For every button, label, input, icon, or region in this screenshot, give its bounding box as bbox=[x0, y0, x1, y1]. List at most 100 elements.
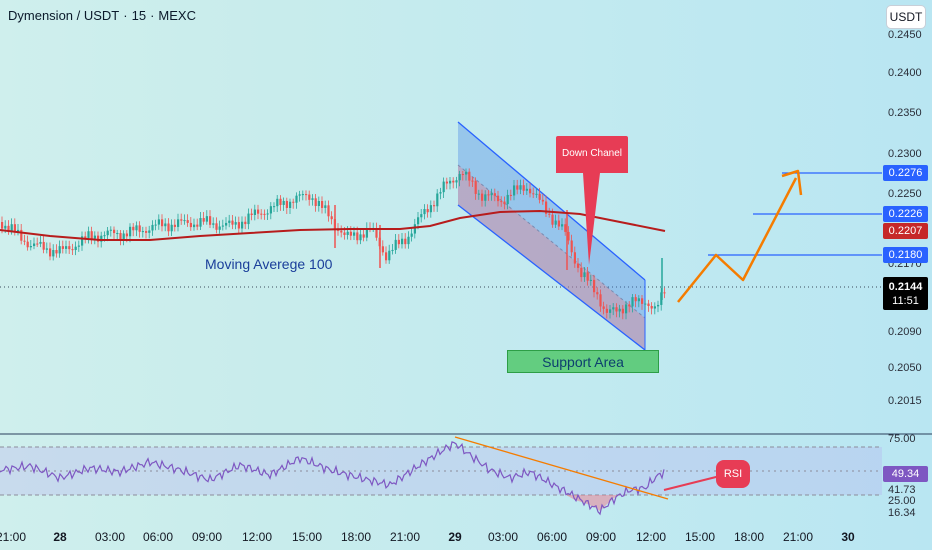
candle-body bbox=[637, 298, 640, 302]
candle-body bbox=[225, 222, 228, 226]
candle-body bbox=[653, 306, 656, 309]
candle-body bbox=[36, 243, 39, 245]
candle-body bbox=[317, 201, 320, 207]
candle-body bbox=[209, 216, 212, 225]
candle-body bbox=[202, 218, 205, 222]
candle-body bbox=[244, 221, 247, 225]
candle-body bbox=[548, 213, 551, 215]
candle-body bbox=[154, 224, 157, 226]
price-tick-label: 0.2015 bbox=[888, 395, 922, 407]
candle-body bbox=[237, 222, 240, 229]
candle-body bbox=[599, 294, 602, 307]
candle-body bbox=[474, 181, 477, 194]
candle-body bbox=[321, 201, 324, 208]
candle-body bbox=[253, 209, 256, 215]
candle-body bbox=[557, 220, 560, 227]
candle-body bbox=[132, 226, 135, 231]
down-channel-callout bbox=[556, 136, 628, 265]
candle-body bbox=[615, 307, 618, 312]
candle-body bbox=[394, 239, 397, 250]
candle-body bbox=[391, 249, 394, 251]
chart-title[interactable]: Dymension / USDT · 15 · MEXC bbox=[8, 8, 200, 23]
candle-body bbox=[221, 225, 224, 227]
candle-body bbox=[330, 216, 333, 220]
candle-body bbox=[529, 188, 532, 194]
candle-body bbox=[471, 180, 474, 182]
candle-body bbox=[148, 230, 151, 233]
rsi-line[interactable] bbox=[0, 441, 665, 516]
time-tick-label: 18:00 bbox=[340, 530, 372, 544]
candle-body bbox=[657, 304, 660, 307]
candle-body bbox=[58, 246, 61, 254]
candle-body bbox=[442, 181, 445, 193]
moving-average-100-line[interactable] bbox=[0, 209, 666, 241]
candle-body bbox=[205, 216, 208, 222]
candle-body bbox=[340, 230, 343, 233]
candle-body bbox=[343, 232, 346, 235]
candle-body bbox=[506, 194, 509, 205]
candle-body bbox=[509, 194, 512, 196]
candle-body bbox=[292, 201, 295, 203]
candle-body bbox=[42, 241, 45, 250]
candle-body bbox=[212, 223, 215, 225]
projection-path[interactable] bbox=[677, 177, 798, 303]
candle-body bbox=[71, 249, 74, 251]
channel-upper-line[interactable] bbox=[457, 121, 646, 281]
candle-body bbox=[186, 220, 189, 223]
candle-body bbox=[545, 201, 548, 214]
candle-body bbox=[417, 217, 420, 225]
candle-body bbox=[106, 230, 109, 236]
currency-button[interactable]: USDT bbox=[886, 5, 926, 29]
candle-body bbox=[423, 209, 426, 215]
moving-average-label: Moving Averege 100 bbox=[205, 256, 333, 272]
title-separator: · bbox=[150, 8, 155, 23]
candle-body bbox=[228, 220, 231, 223]
candle-body bbox=[68, 246, 71, 250]
symbol-name[interactable]: Dymension / USDT bbox=[8, 8, 120, 23]
candle-body bbox=[484, 194, 487, 201]
rsi-callout: RSI bbox=[716, 460, 750, 488]
candle-body bbox=[65, 246, 68, 249]
candle-body bbox=[199, 218, 202, 227]
candle-body bbox=[45, 248, 48, 250]
candle-body bbox=[356, 232, 359, 241]
candle-body bbox=[61, 246, 64, 249]
candle-body bbox=[522, 185, 525, 191]
candle-body bbox=[551, 214, 554, 225]
candle-body bbox=[93, 235, 96, 239]
candle-body bbox=[138, 225, 141, 232]
candle-body bbox=[365, 228, 368, 238]
candle-body bbox=[564, 224, 567, 232]
rsi-tick-label: 16.34 bbox=[888, 507, 916, 519]
projection-arrowhead bbox=[781, 169, 803, 196]
candle-body bbox=[196, 224, 199, 227]
exchange[interactable]: MEXC bbox=[158, 8, 196, 23]
channel-lower-line[interactable] bbox=[457, 204, 646, 351]
candle-body bbox=[609, 309, 612, 313]
rsi-divergence-line[interactable] bbox=[454, 436, 669, 500]
candle-body bbox=[308, 194, 311, 200]
price-tick-label: 0.2450 bbox=[888, 29, 922, 41]
candle-body bbox=[413, 224, 416, 234]
time-tick-label: 15:00 bbox=[291, 530, 323, 544]
channel-mid-line bbox=[457, 164, 646, 319]
candle-body bbox=[298, 194, 301, 196]
current-price-value: 0.2144 bbox=[888, 280, 923, 293]
candle-body bbox=[241, 221, 244, 229]
candle-body bbox=[17, 229, 20, 232]
candle-body bbox=[583, 272, 586, 278]
candle-body bbox=[74, 246, 77, 250]
candle-body bbox=[535, 193, 538, 195]
support-area[interactable]: Support Area bbox=[507, 350, 659, 373]
price-badge-0-2276: 0.2276 bbox=[883, 165, 928, 181]
candle-body bbox=[497, 195, 500, 202]
interval[interactable]: 15 bbox=[131, 8, 147, 23]
candle-body bbox=[573, 252, 576, 264]
time-tick-label: 09:00 bbox=[191, 530, 223, 544]
candle-body bbox=[362, 234, 365, 238]
candle-body bbox=[349, 231, 352, 236]
candle-body bbox=[266, 213, 269, 215]
price-badge-0-2207: 0.2207 bbox=[883, 223, 928, 239]
candle-body bbox=[596, 292, 599, 295]
